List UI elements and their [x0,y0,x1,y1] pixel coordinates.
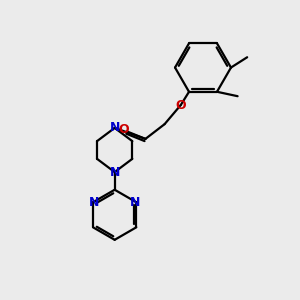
Text: N: N [110,122,120,134]
Text: N: N [130,196,140,209]
Text: O: O [118,123,129,136]
Text: N: N [110,166,120,178]
Text: N: N [89,196,100,209]
Text: O: O [176,98,186,112]
